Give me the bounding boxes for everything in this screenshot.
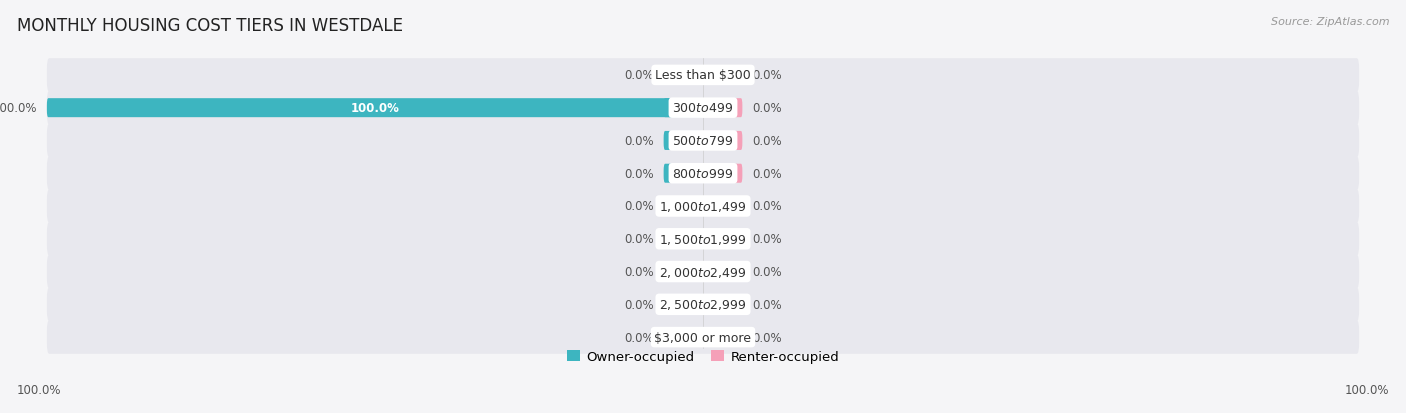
FancyBboxPatch shape: [703, 66, 742, 85]
FancyBboxPatch shape: [664, 328, 703, 347]
Text: $2,000 to $2,499: $2,000 to $2,499: [659, 265, 747, 279]
FancyBboxPatch shape: [46, 59, 1360, 93]
Text: 0.0%: 0.0%: [752, 69, 782, 82]
FancyBboxPatch shape: [664, 230, 703, 249]
Text: 0.0%: 0.0%: [624, 233, 654, 246]
FancyBboxPatch shape: [664, 66, 703, 85]
FancyBboxPatch shape: [46, 288, 1360, 321]
Text: 100.0%: 100.0%: [350, 102, 399, 115]
FancyBboxPatch shape: [46, 124, 1360, 158]
Text: $1,500 to $1,999: $1,500 to $1,999: [659, 232, 747, 246]
FancyBboxPatch shape: [664, 99, 703, 118]
Text: MONTHLY HOUSING COST TIERS IN WESTDALE: MONTHLY HOUSING COST TIERS IN WESTDALE: [17, 17, 404, 34]
FancyBboxPatch shape: [46, 92, 1360, 125]
Text: $800 to $999: $800 to $999: [672, 167, 734, 180]
FancyBboxPatch shape: [703, 262, 742, 281]
Text: 100.0%: 100.0%: [0, 102, 37, 115]
Text: 0.0%: 0.0%: [624, 200, 654, 213]
Text: 0.0%: 0.0%: [624, 135, 654, 147]
Text: 0.0%: 0.0%: [752, 167, 782, 180]
Text: $300 to $499: $300 to $499: [672, 102, 734, 115]
Text: 0.0%: 0.0%: [624, 266, 654, 278]
Text: 100.0%: 100.0%: [1344, 384, 1389, 396]
FancyBboxPatch shape: [664, 262, 703, 281]
Text: 0.0%: 0.0%: [624, 331, 654, 344]
FancyBboxPatch shape: [46, 320, 1360, 354]
Text: Source: ZipAtlas.com: Source: ZipAtlas.com: [1271, 17, 1389, 26]
FancyBboxPatch shape: [664, 132, 703, 151]
FancyBboxPatch shape: [46, 190, 1360, 223]
Text: 0.0%: 0.0%: [752, 331, 782, 344]
FancyBboxPatch shape: [703, 99, 742, 118]
Legend: Owner-occupied, Renter-occupied: Owner-occupied, Renter-occupied: [567, 350, 839, 363]
Text: $2,500 to $2,999: $2,500 to $2,999: [659, 298, 747, 311]
Text: 100.0%: 100.0%: [17, 384, 62, 396]
FancyBboxPatch shape: [664, 295, 703, 314]
Text: 0.0%: 0.0%: [752, 266, 782, 278]
Text: 0.0%: 0.0%: [624, 167, 654, 180]
FancyBboxPatch shape: [703, 132, 742, 151]
Text: Less than $300: Less than $300: [655, 69, 751, 82]
FancyBboxPatch shape: [46, 157, 1360, 190]
Text: 0.0%: 0.0%: [752, 233, 782, 246]
FancyBboxPatch shape: [703, 197, 742, 216]
Text: 0.0%: 0.0%: [752, 298, 782, 311]
Text: $1,000 to $1,499: $1,000 to $1,499: [659, 199, 747, 214]
FancyBboxPatch shape: [703, 328, 742, 347]
Text: $3,000 or more: $3,000 or more: [655, 331, 751, 344]
Text: $500 to $799: $500 to $799: [672, 135, 734, 147]
Text: 0.0%: 0.0%: [752, 200, 782, 213]
Text: 0.0%: 0.0%: [752, 135, 782, 147]
FancyBboxPatch shape: [664, 164, 703, 183]
FancyBboxPatch shape: [46, 223, 1360, 256]
FancyBboxPatch shape: [703, 295, 742, 314]
FancyBboxPatch shape: [664, 197, 703, 216]
FancyBboxPatch shape: [46, 99, 703, 118]
FancyBboxPatch shape: [703, 230, 742, 249]
FancyBboxPatch shape: [46, 255, 1360, 289]
Text: 0.0%: 0.0%: [752, 102, 782, 115]
FancyBboxPatch shape: [703, 164, 742, 183]
Text: 0.0%: 0.0%: [624, 298, 654, 311]
Text: 0.0%: 0.0%: [624, 69, 654, 82]
